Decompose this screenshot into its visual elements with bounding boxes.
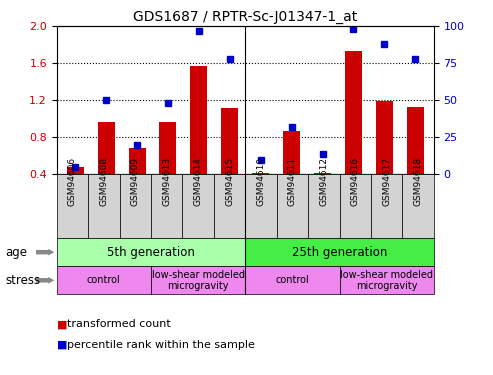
- Text: GSM94612: GSM94612: [319, 157, 328, 206]
- Text: GSM94609: GSM94609: [131, 157, 140, 206]
- Text: GSM94616: GSM94616: [351, 157, 360, 206]
- Text: ■: ■: [57, 340, 67, 350]
- Text: stress: stress: [5, 274, 40, 287]
- Text: age: age: [5, 246, 27, 259]
- Bar: [190, 66, 208, 174]
- Text: low-shear modeled
microgravity: low-shear modeled microgravity: [152, 270, 245, 291]
- Text: 5th generation: 5th generation: [107, 246, 195, 259]
- Title: GDS1687 / RPTR-Sc-J01347-1_at: GDS1687 / RPTR-Sc-J01347-1_at: [133, 10, 357, 24]
- Text: GSM94610: GSM94610: [256, 157, 266, 206]
- Text: control: control: [87, 275, 121, 285]
- Text: ■: ■: [57, 320, 67, 329]
- Bar: [159, 122, 176, 174]
- Text: control: control: [276, 275, 309, 285]
- Bar: [98, 122, 115, 174]
- Text: percentile rank within the sample: percentile rank within the sample: [67, 340, 254, 350]
- Bar: [252, 172, 269, 174]
- Text: GSM94615: GSM94615: [225, 157, 234, 206]
- Text: GSM94614: GSM94614: [194, 157, 203, 206]
- Text: GSM94617: GSM94617: [382, 157, 391, 206]
- Text: GSM94606: GSM94606: [68, 157, 77, 206]
- Text: 25th generation: 25th generation: [292, 246, 387, 259]
- Text: GSM94608: GSM94608: [99, 157, 108, 206]
- Text: GSM94613: GSM94613: [162, 157, 171, 206]
- Text: transformed count: transformed count: [67, 320, 170, 329]
- Bar: [376, 101, 393, 174]
- Bar: [314, 172, 331, 174]
- Text: low-shear modeled
microgravity: low-shear modeled microgravity: [340, 270, 433, 291]
- Text: GSM94618: GSM94618: [414, 157, 423, 206]
- Bar: [283, 131, 300, 174]
- Bar: [221, 108, 238, 174]
- Bar: [129, 148, 145, 174]
- Text: GSM94611: GSM94611: [288, 157, 297, 206]
- Bar: [67, 167, 84, 174]
- Bar: [345, 51, 362, 174]
- Bar: [407, 107, 424, 174]
